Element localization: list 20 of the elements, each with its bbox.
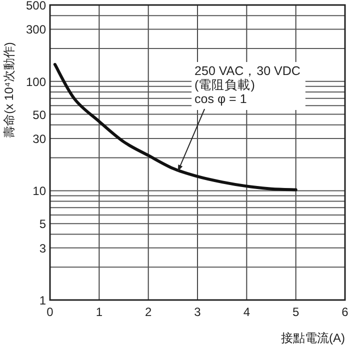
y-axis-title: 壽命(x 10⁴次動作) [2, 42, 16, 138]
y-tick-label: 1 [39, 294, 46, 308]
annotation: 250 VAC，30 VDC (電阻負載) cos φ = 1 [177, 62, 306, 172]
y-tick-label: 50 [32, 108, 46, 122]
x-tick-label: 5 [292, 305, 300, 319]
x-tick-label: 3 [194, 305, 202, 319]
y-tick-label: 5 [39, 217, 46, 232]
y-tick-label: 500 [26, 0, 46, 12]
y-tick-label: 300 [26, 22, 46, 37]
x-axis-title: 接點電流(A) [281, 331, 345, 345]
x-tick-label: 0 [46, 305, 54, 319]
x-tick-label: 6 [342, 305, 349, 319]
y-tick-label: 30 [32, 132, 46, 146]
annotation: 250 VAC，30 VDC (電阻負載) cos φ = 1 [194, 64, 300, 106]
x-tick-label: 1 [96, 305, 103, 319]
x-tick-label: 2 [144, 305, 152, 319]
y-tick-label: 100 [26, 74, 46, 89]
y-tick-label: 3 [39, 241, 46, 256]
x-tick-label: 4 [243, 305, 250, 319]
y-tick-label: 10 [32, 184, 46, 198]
